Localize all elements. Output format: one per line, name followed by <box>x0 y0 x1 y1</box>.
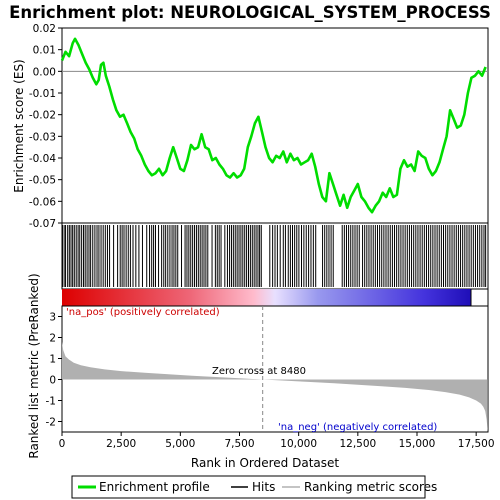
es-y-tick-label: -0.06 <box>29 196 56 208</box>
es-y-tick-label: -0.02 <box>29 110 56 122</box>
es-y-tick-label: -0.03 <box>29 131 56 143</box>
metric-y-tick-label: 0 <box>49 375 56 387</box>
metric-y-tick-label: 3 <box>49 312 56 324</box>
rank-color-bar-white-tail <box>470 288 489 307</box>
zero-cross-label: Zero cross at 8480 <box>212 366 306 377</box>
enrichment-profile-line <box>60 37 487 214</box>
x-tick-label: 17,500 <box>458 438 495 450</box>
metric-y-axis: 3 2 1 0 -1 -2 <box>46 312 62 429</box>
x-axis: 0 2,500 5,000 7,500 10,000 12,500 15,000 17,500 <box>59 432 495 450</box>
es-y-tick-label: 0.02 <box>33 23 56 35</box>
x-tick-label: 15,000 <box>399 438 436 450</box>
ranking-metric-area <box>62 306 488 432</box>
es-y-tick-label: -0.01 <box>29 88 56 100</box>
rank-color-bar <box>62 289 488 306</box>
metric-panel-frame <box>61 305 489 433</box>
metric-y-tick-label: 1 <box>49 354 56 366</box>
chart-title: Enrichment plot: NEUROLOGICAL_SYSTEM_PRO… <box>9 3 491 22</box>
legend-box <box>71 475 426 499</box>
es-y-tick-label: -0.07 <box>29 218 56 230</box>
es-y-axis: 0.02 0.01 0.00 -0.01 -0.02 -0.03 -0.04 -0.05 -0.… <box>29 23 62 230</box>
enrichment-profile-series <box>60 37 487 214</box>
x-tick-label: 12,500 <box>339 438 376 450</box>
es-panel-frame <box>61 27 489 224</box>
x-tick-label: 10,000 <box>280 438 317 450</box>
negative-correlation-label: 'na_neg' (negatively correlated) <box>278 422 437 433</box>
es-y-axis-label: Enrichment score (ES) <box>12 59 26 192</box>
x-axis-label: Rank in Ordered Dataset <box>191 456 339 470</box>
es-y-tick-label: -0.04 <box>29 153 56 165</box>
legend-label-ranking-metric: Ranking metric scores <box>304 480 437 494</box>
es-y-tick-label: -0.05 <box>29 175 56 187</box>
metric-y-tick-label: -2 <box>46 417 56 429</box>
positive-correlation-label: 'na_pos' (positively correlated) <box>66 307 220 318</box>
hit-markers <box>61 225 487 287</box>
es-y-tick-label: 0.01 <box>33 45 56 57</box>
es-y-tick-label: 0.00 <box>33 66 56 78</box>
ranking-metric-fill <box>62 341 488 432</box>
legend: Enrichment profile Hits Ranking metric s… <box>71 475 437 499</box>
x-tick-label: 2,500 <box>106 438 136 450</box>
x-tick-label: 7,500 <box>224 438 254 450</box>
legend-label-enrichment-profile: Enrichment profile <box>99 480 210 494</box>
x-tick-label: 5,000 <box>165 438 195 450</box>
metric-y-tick-label: 2 <box>49 333 56 345</box>
metric-y-axis-label: Ranked list metric (PreRanked) <box>27 273 41 458</box>
x-tick-label: 0 <box>59 438 66 450</box>
legend-label-hits: Hits <box>252 480 275 494</box>
metric-y-tick-label: -1 <box>46 396 56 408</box>
